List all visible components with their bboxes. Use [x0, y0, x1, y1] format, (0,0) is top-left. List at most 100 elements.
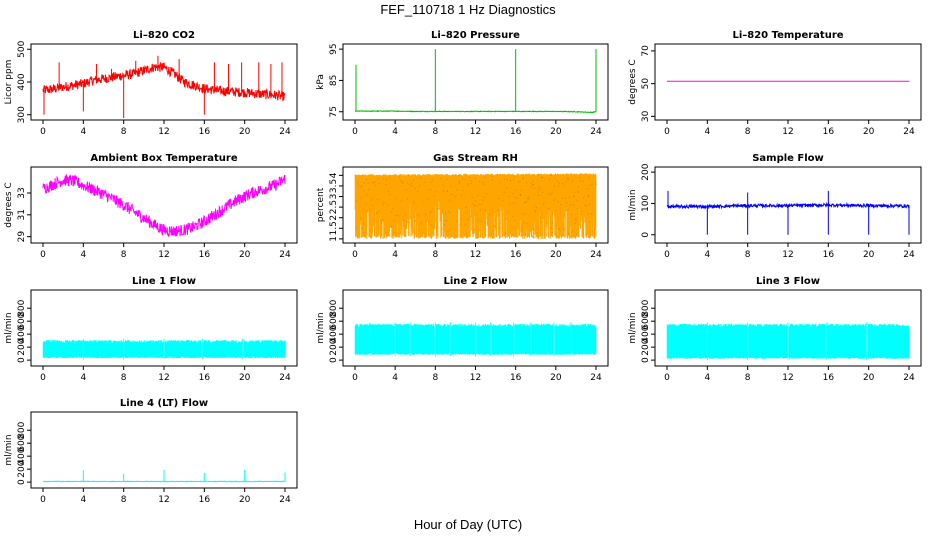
panel-3-xtick-label-24: 24 [903, 127, 915, 137]
panel-6-ytick-label-200: 200 [641, 163, 651, 180]
panel-4-ylabel: degrees C [4, 182, 14, 227]
panel-4-ytick-label-31: 31 [17, 209, 27, 220]
panel-7-xtick-label-12: 12 [158, 373, 169, 383]
panel-8-xtick-label-4: 4 [392, 373, 398, 383]
panel-10-xtick-label-4: 4 [80, 495, 86, 505]
panel-10-xtick-label-12: 12 [158, 495, 169, 505]
panel-8-xtick-label-12: 12 [470, 373, 481, 383]
panel-10-xtick-label-24: 24 [279, 495, 291, 505]
panel-8-data [354, 322, 597, 357]
panel-1-ylabel: Licor ppm [4, 60, 14, 105]
panel-2-series-line [354, 109, 597, 114]
panel-2-title: Li–820 Pressure [431, 30, 520, 41]
panel-4-xtick-label-0: 0 [40, 250, 46, 260]
panel-5-title: Gas Stream RH [433, 153, 518, 164]
panel-1-xtick-label-24: 24 [279, 127, 291, 137]
panel-7-ytick-label-600: 600 [17, 312, 27, 329]
figure-title: FEF_110718 1 Hz Diagnostics [380, 2, 556, 17]
panel-10-ytick-label-400: 400 [17, 447, 27, 464]
panel-2-xtick-label-24: 24 [590, 127, 602, 137]
panel-8-ytick-label-800: 800 [329, 299, 339, 316]
panel-6-xtick-label-12: 12 [782, 250, 793, 260]
panel-6-xtick-label-4: 4 [704, 250, 710, 260]
panel-6-ytick-label-100: 100 [641, 195, 651, 212]
panel-4-xtick-label-12: 12 [158, 250, 169, 260]
panel-7-ytick-label-400: 400 [17, 325, 27, 342]
panel-5-ytick-label-3.5: 3.5 [329, 179, 339, 193]
panel-2-ytick-label-75: 75 [329, 106, 339, 117]
panel-1-xtick-label-16: 16 [199, 127, 211, 137]
panel-4-xtick-label-20: 20 [239, 250, 251, 260]
panel-8-band-line [354, 323, 597, 355]
panel-5-series-dots [355, 173, 597, 237]
panel-7-title: Line 1 Flow [132, 276, 196, 287]
panel-5-xtick-label-20: 20 [550, 250, 562, 260]
panel-7-xtick-label-24: 24 [279, 373, 291, 383]
panel-1-xtick-label-4: 4 [80, 127, 86, 137]
panel-3-ytick-label-70: 70 [641, 45, 651, 57]
panel-5-ytick-label-1: 1 [329, 236, 339, 242]
panel-9-xtick-label-16: 16 [823, 373, 835, 383]
panel-4-ytick-label-29: 29 [17, 231, 27, 243]
panel-10-ytick-label-800: 800 [17, 421, 27, 438]
panel-3-xtick-label-12: 12 [782, 127, 793, 137]
panel-7-xtick-label-8: 8 [121, 373, 127, 383]
panel-6-xtick-label-20: 20 [863, 250, 875, 260]
panel-2-xtick-label-12: 12 [470, 127, 481, 137]
panel-7-ylabel: ml/min [4, 312, 14, 343]
panel-10-data [42, 469, 286, 483]
panel-8-ylabel: ml/min [316, 312, 326, 343]
panel-7-xtick-label-20: 20 [239, 373, 251, 383]
panel-4-xtick-label-24: 24 [279, 250, 291, 260]
panel-3-xtick-label-4: 4 [704, 127, 710, 137]
panel-7-xtick-label-16: 16 [199, 373, 211, 383]
panel-5-ytick-label-1.5: 1.5 [329, 221, 339, 235]
panel-9-xtick-label-20: 20 [863, 373, 875, 383]
panel-6-xtick-label-16: 16 [823, 250, 835, 260]
panel-2-ytick-label-95: 95 [329, 43, 339, 54]
panel-2-frame [342, 43, 609, 121]
panel-5-ylabel: percent [316, 187, 326, 222]
panel-4-series-line [42, 174, 286, 238]
panel-9-title: Line 3 Flow [756, 276, 820, 287]
panel-5-xtick-label-24: 24 [590, 250, 602, 260]
panel-8-ytick-label-400: 400 [329, 325, 339, 342]
panel-2-data [354, 49, 597, 114]
panel-1-xtick-label-20: 20 [239, 127, 251, 137]
panel-5-xtick-label-8: 8 [432, 250, 438, 260]
panel-8-ytick-label-0: 0 [329, 357, 339, 363]
panel-9-xtick-label-24: 24 [903, 373, 915, 383]
panel-5-ytick-label-2: 2 [329, 215, 339, 221]
panel-10-xtick-label-8: 8 [121, 495, 127, 505]
panel-5-data [354, 173, 597, 239]
panel-5-xtick-label-12: 12 [470, 250, 481, 260]
panel-3-frame [654, 43, 922, 121]
panel-5-xtick-label-16: 16 [510, 250, 522, 260]
panel-7-data [42, 338, 286, 360]
panel-2-xtick-label-20: 20 [550, 127, 562, 137]
panel-2-xtick-label-4: 4 [392, 127, 398, 137]
panel-2-ytick-label-85: 85 [329, 75, 339, 86]
panel-4-title: Ambient Box Temperature [90, 153, 237, 164]
panel-9-ytick-label-400: 400 [641, 325, 651, 342]
panel-7-xtick-label-0: 0 [40, 373, 46, 383]
panel-7-ytick-label-200: 200 [17, 338, 27, 355]
panel-9-xtick-label-0: 0 [664, 373, 670, 383]
panel-5-xtick-label-0: 0 [352, 250, 358, 260]
panel-10-series-line [42, 480, 285, 483]
panel-9-ylabel: ml/min [628, 312, 638, 343]
panel-3-xtick-label-0: 0 [664, 127, 670, 137]
panel-8-xtick-label-24: 24 [590, 373, 602, 383]
panel-3-title: Li–820 Temperature [732, 30, 843, 41]
panel-10-ytick-label-600: 600 [17, 434, 27, 451]
panel-8-xtick-label-20: 20 [550, 373, 562, 383]
panel-5-ytick-label-4: 4 [329, 172, 339, 178]
panel-2-xtick-label-8: 8 [432, 127, 438, 137]
panel-1-xtick-label-0: 0 [40, 127, 46, 137]
panel-1-xtick-label-12: 12 [158, 127, 169, 137]
panel-9-xtick-label-8: 8 [745, 373, 751, 383]
panel-9-ytick-label-0: 0 [641, 357, 651, 363]
panel-6-title: Sample Flow [752, 153, 824, 164]
panel-10-xtick-label-16: 16 [199, 495, 211, 505]
